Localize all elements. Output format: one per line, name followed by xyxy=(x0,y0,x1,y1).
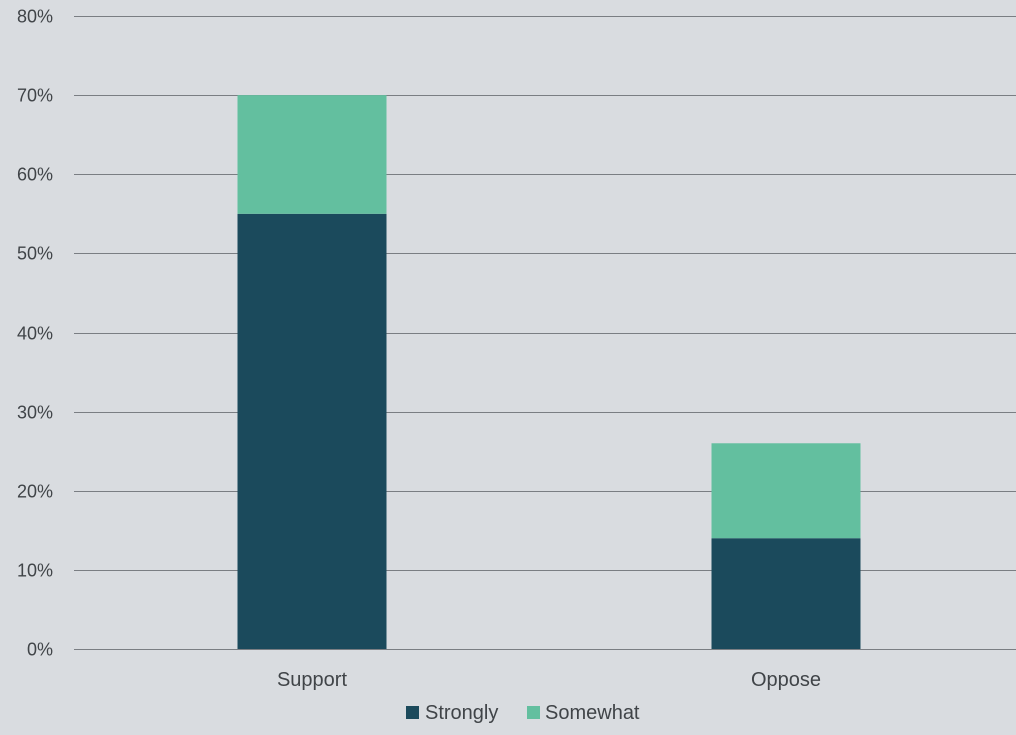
y-tick-label: 10% xyxy=(17,561,53,581)
gridlines xyxy=(74,16,1016,650)
x-axis-category-labels: Support Oppose xyxy=(277,669,821,691)
y-tick-label: 80% xyxy=(17,7,53,27)
bar-oppose-strongly xyxy=(711,538,861,649)
y-tick-label: 0% xyxy=(27,640,53,660)
y-tick-label: 20% xyxy=(17,482,53,502)
y-tick-label: 30% xyxy=(17,403,53,423)
legend: Strongly Somewhat xyxy=(406,702,640,724)
bar-support-somewhat xyxy=(237,95,387,214)
bar-oppose-somewhat xyxy=(711,443,861,539)
legend-label-somewhat: Somewhat xyxy=(545,702,640,724)
y-tick-label: 60% xyxy=(17,165,53,185)
y-tick-label: 40% xyxy=(17,324,53,344)
y-axis-tick-labels: 0% 10% 20% 30% 40% 50% 60% 70% 80% xyxy=(17,7,53,660)
legend-label-strongly: Strongly xyxy=(425,702,498,724)
legend-swatch-somewhat xyxy=(527,706,540,719)
legend-swatch-strongly xyxy=(406,706,419,719)
bar-support-strongly xyxy=(237,213,387,649)
x-category-label: Support xyxy=(277,669,347,691)
y-tick-label: 50% xyxy=(17,244,53,264)
x-category-label: Oppose xyxy=(751,669,821,691)
y-tick-label: 70% xyxy=(17,86,53,106)
bars xyxy=(237,95,861,649)
